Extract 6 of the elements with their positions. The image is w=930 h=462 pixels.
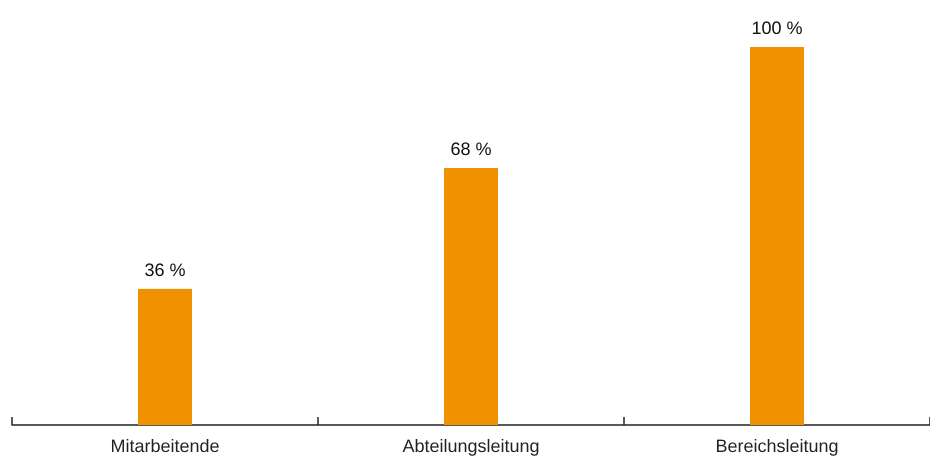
x-tick-label: Mitarbeitende [110, 436, 220, 456]
x-tick-label: Abteilungsleitung [402, 436, 540, 456]
data-label: 100 % [751, 18, 803, 38]
data-label: 36 % [144, 260, 186, 280]
data-label: 68 % [450, 138, 492, 159]
x-tick-label: Bereichsleitung [715, 436, 839, 456]
